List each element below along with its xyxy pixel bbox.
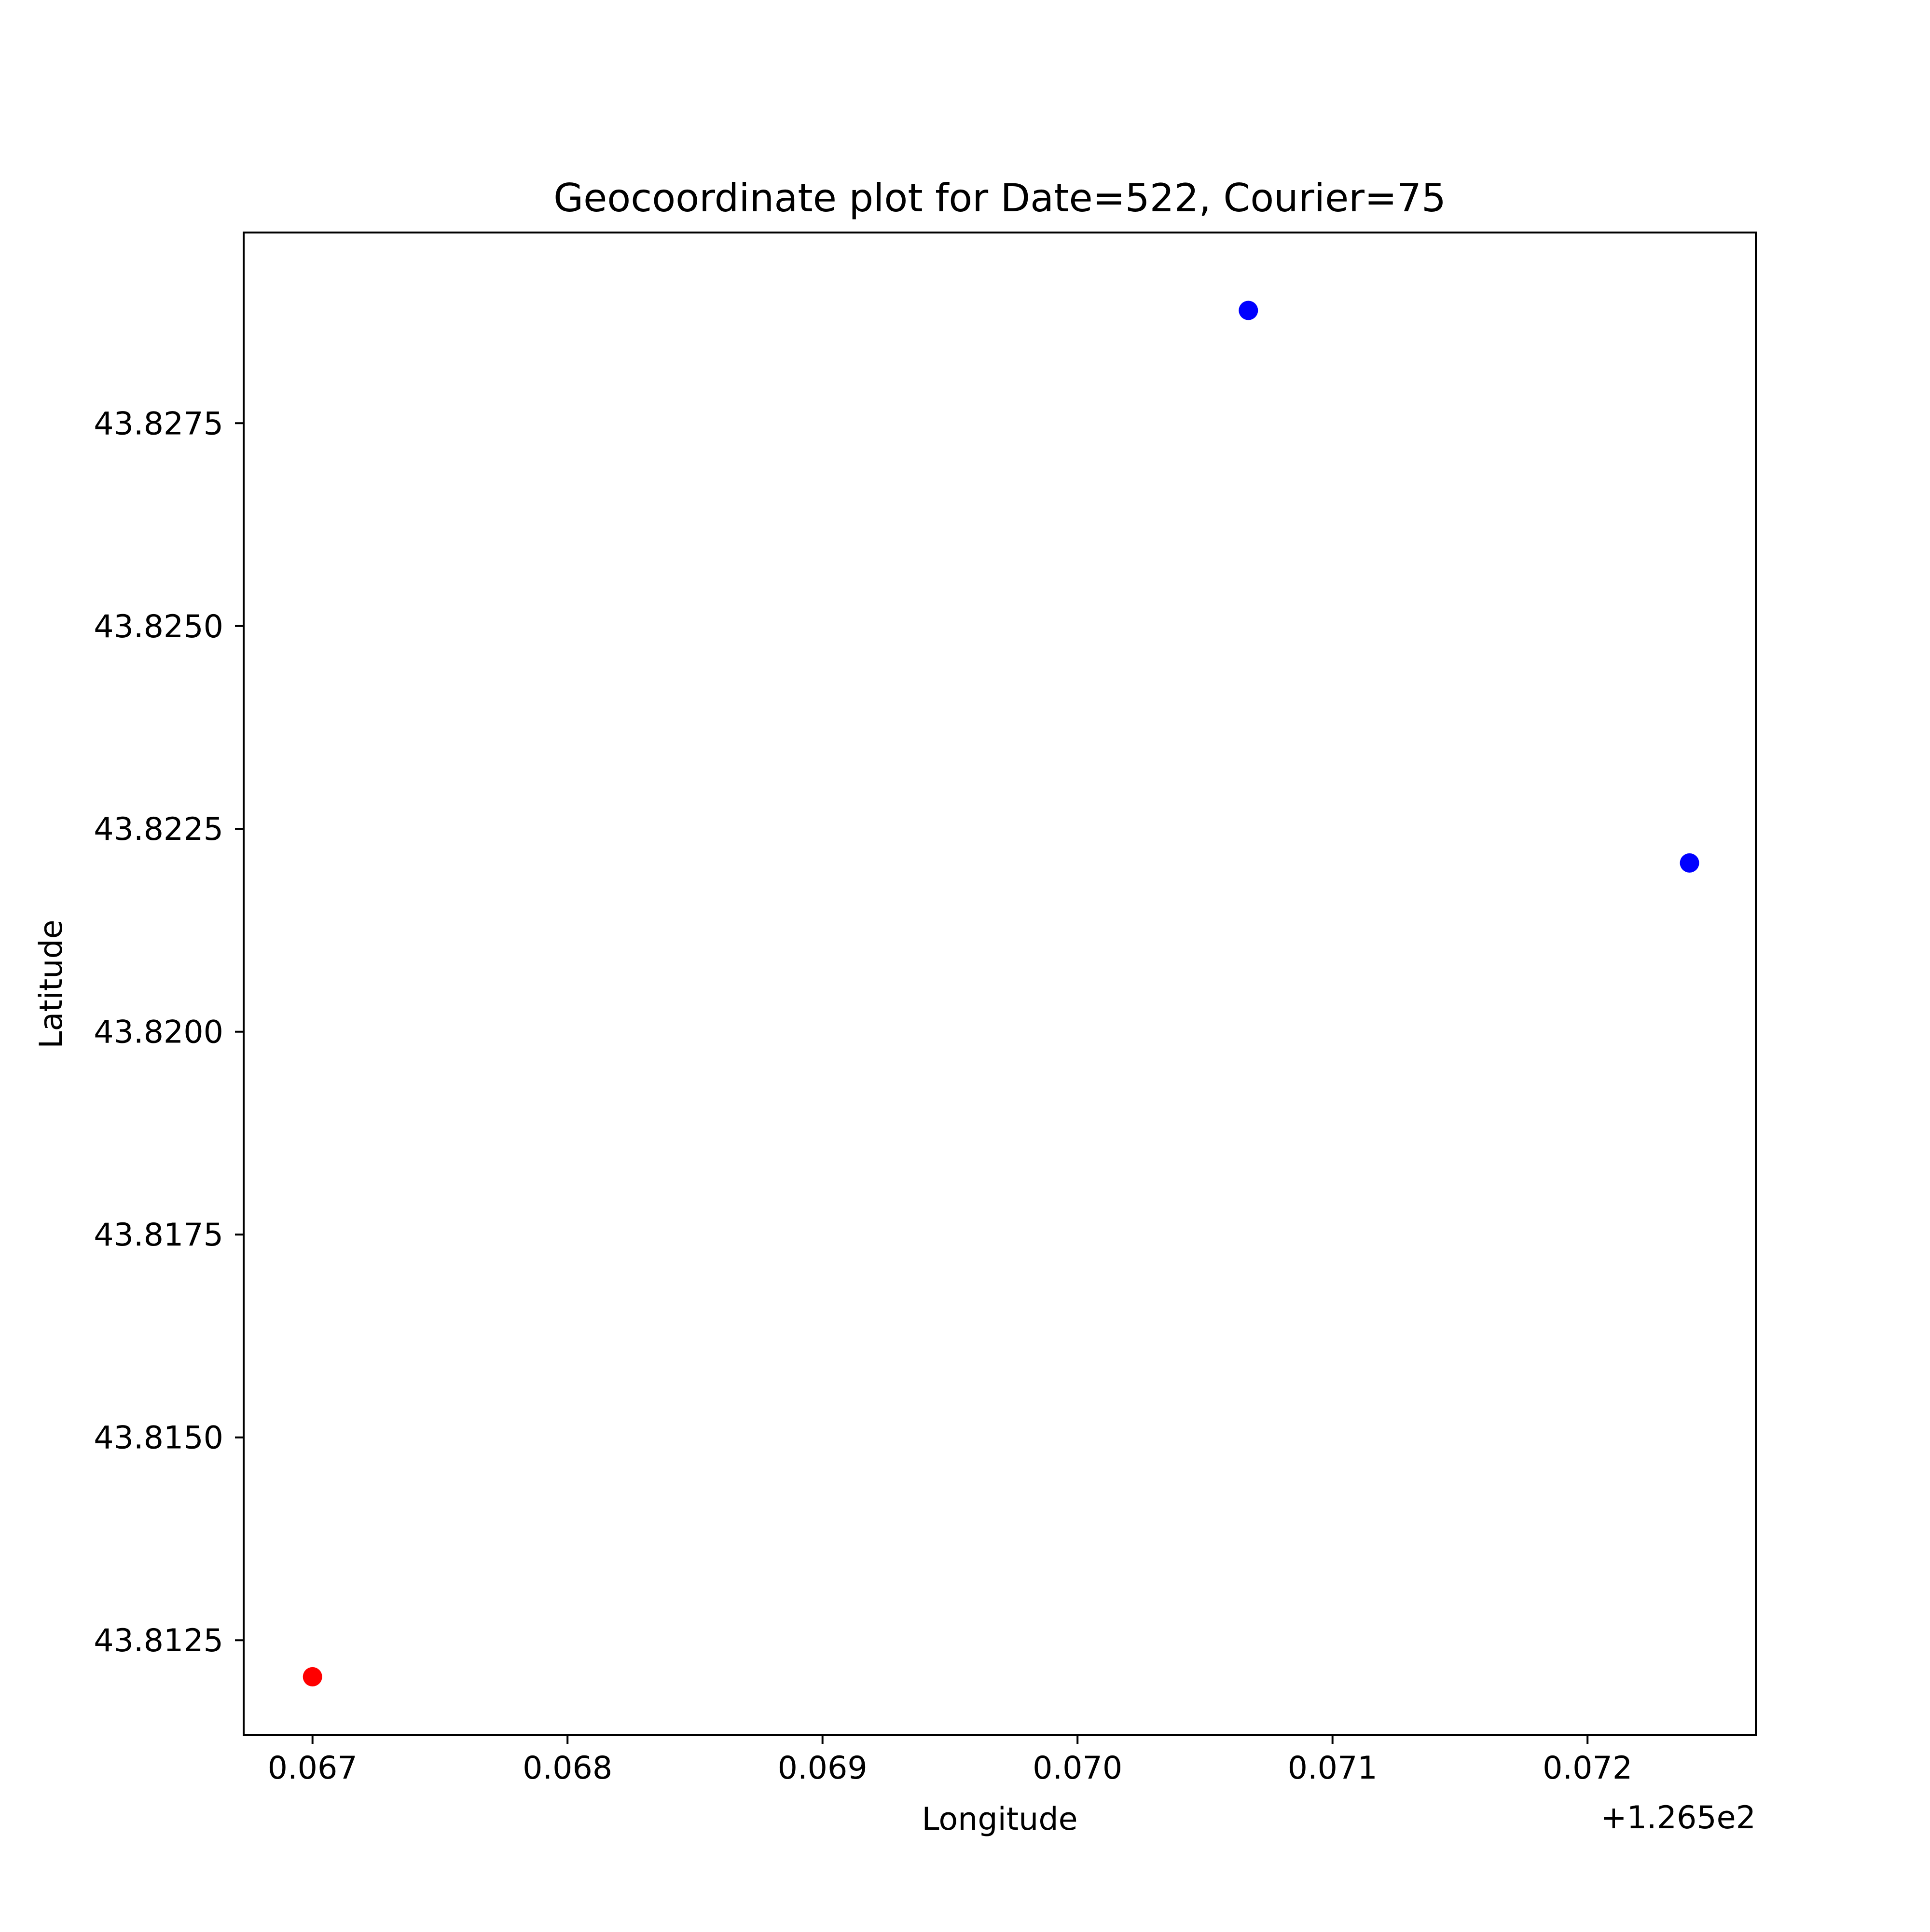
x-tick-label: 0.070 <box>1033 1750 1122 1786</box>
y-tick-label: 43.8225 <box>94 811 223 848</box>
x-tick-label: 0.068 <box>523 1750 612 1786</box>
y-tick-label: 43.8150 <box>94 1420 223 1456</box>
x-axis-ticks: 0.067 0.068 0.069 0.070 0.071 0.072 <box>268 1735 1632 1786</box>
y-tick-label: 43.8275 <box>94 406 223 442</box>
y-tick-label: 43.8250 <box>94 609 223 645</box>
y-axis-label: Latitude <box>33 919 69 1049</box>
plot-area-frame <box>243 232 1757 1736</box>
scatter-point <box>1680 853 1699 873</box>
scatter-point <box>303 1667 322 1686</box>
x-tick-label: 0.069 <box>778 1750 868 1786</box>
x-axis-label: Longitude <box>922 1801 1077 1837</box>
x-axis-offset-label: +1.265e2 <box>1600 1800 1756 1836</box>
x-tick-label: 0.067 <box>268 1750 358 1786</box>
scatter-point <box>1239 301 1258 320</box>
y-tick-label: 43.8125 <box>94 1623 223 1659</box>
points-layer <box>303 301 1699 1686</box>
y-tick-label: 43.8175 <box>94 1217 223 1253</box>
x-tick-label: 0.071 <box>1288 1750 1378 1786</box>
y-axis-ticks: 43.8125 43.8150 43.8175 43.8200 43.8225 43.82… <box>94 406 244 1659</box>
y-tick-label: 43.8200 <box>94 1014 223 1051</box>
chart-title: Geocoordinate plot for Date=522, Courier… <box>553 176 1446 220</box>
x-tick-label: 0.072 <box>1543 1750 1632 1786</box>
